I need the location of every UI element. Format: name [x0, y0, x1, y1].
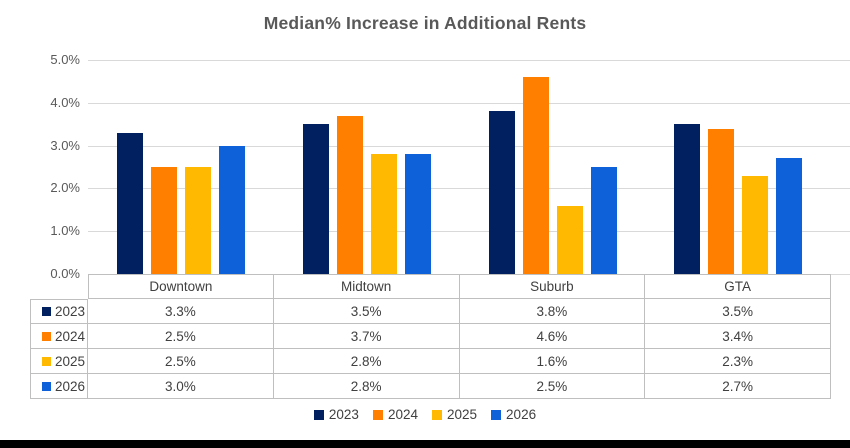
value-cell-2026-midtown: 2.8%	[273, 374, 460, 399]
bar-2026-downtown	[219, 145, 245, 274]
gridline	[88, 60, 850, 61]
value-cell-2026-gta: 2.7%	[645, 374, 831, 399]
gridline	[88, 145, 850, 147]
bar-group-downtown	[117, 132, 245, 274]
value-cell-2025-suburb: 1.6%	[459, 349, 646, 374]
table-row-2026: 2026 3.0% 2.8% 2.5% 2.7%	[30, 374, 831, 399]
bar-group-suburb	[488, 77, 617, 274]
legend-swatch-icon	[313, 409, 324, 420]
bar-2023-suburb	[488, 111, 515, 274]
value-cell-2025-gta: 2.3%	[645, 349, 831, 374]
gridline	[88, 102, 850, 104]
bar-2024-downtown	[151, 167, 177, 274]
value-cell-2026-downtown: 3.0%	[88, 374, 274, 399]
gridline	[88, 188, 850, 190]
legend-key-icon	[42, 307, 51, 316]
row-label-text: 2026	[55, 378, 86, 394]
bar-2026-gta	[776, 158, 802, 274]
legend-label: 2023	[328, 407, 359, 422]
row-label-text: 2025	[55, 353, 86, 369]
category-cell-suburb: Suburb	[459, 274, 646, 299]
legend-item-2026: 2026	[491, 407, 536, 422]
bar-2025-gta	[742, 175, 768, 274]
y-axis-tick-label: 5.0%	[50, 52, 80, 67]
value-cell-2025-midtown: 2.8%	[273, 349, 460, 374]
legend-label: 2025	[447, 407, 478, 422]
legend-key-icon	[42, 331, 51, 341]
bar-group-midtown	[303, 115, 431, 274]
table-header-row: Downtown Midtown Suburb GTA	[30, 274, 831, 299]
value-cell-2023-suburb: 3.8%	[459, 299, 646, 324]
value-cell-2024-suburb: 4.6%	[459, 324, 646, 349]
legend-swatch-icon	[372, 409, 383, 420]
bar-2025-suburb	[556, 205, 583, 274]
row-label-2026: 2026	[30, 374, 88, 399]
legend-key-icon	[42, 381, 51, 391]
value-cell-2023-midtown: 3.5%	[273, 299, 460, 324]
bar-2025-downtown	[185, 167, 211, 274]
row-label-2024: 2024	[30, 324, 88, 349]
row-label-text: 2023	[55, 304, 86, 319]
legend-item-2023: 2023	[313, 407, 359, 422]
legend-label: 2024	[387, 407, 418, 422]
bar-2023-downtown	[117, 132, 143, 274]
legend-label: 2026	[506, 407, 537, 422]
value-cell-2023-downtown: 3.3%	[88, 299, 274, 324]
chart-title: Median% Increase in Additional Rents	[263, 13, 587, 33]
y-axis-tick-label: 4.0%	[50, 94, 80, 110]
legend-item-2024: 2024	[372, 407, 418, 422]
value-cell-2024-midtown: 3.7%	[273, 324, 460, 349]
category-cell-downtown: Downtown	[88, 274, 274, 299]
gridline	[88, 231, 850, 233]
y-axis-tick-label: 2.0%	[50, 180, 80, 196]
bar-2024-gta	[708, 128, 734, 274]
y-axis-tick-label: 0.0%	[50, 266, 80, 281]
bar-2023-gta	[674, 124, 700, 274]
table-row-2023: 2023 3.3% 3.5% 3.8% 3.5%	[30, 299, 831, 324]
value-cell-2023-gta: 3.5%	[645, 299, 831, 324]
value-cell-2026-suburb: 2.5%	[459, 374, 646, 399]
value-cell-2024-downtown: 2.5%	[88, 324, 274, 349]
value-cell-2025-downtown: 2.5%	[88, 349, 274, 374]
legend: 2023 2024 2025 2026	[0, 407, 850, 422]
bar-2025-midtown	[371, 154, 397, 274]
category-cell-gta: GTA	[645, 274, 831, 299]
data-table: Downtown Midtown Suburb GTA 2023 3.3% 3.5% 3.8%…	[30, 274, 831, 399]
bar-group-gta	[674, 124, 802, 274]
row-label-text: 2024	[55, 328, 86, 344]
bar-2024-suburb	[522, 77, 549, 274]
table-row-2025: 2025 2.5% 2.8% 1.6% 2.3%	[30, 349, 831, 374]
bar-2026-suburb	[590, 167, 617, 274]
legend-swatch-icon	[491, 409, 502, 420]
legend-item-2025: 2025	[432, 407, 477, 422]
y-axis-tick-label: 1.0%	[50, 223, 80, 239]
y-axis-tick-label: 3.0%	[50, 137, 80, 153]
bar-2023-midtown	[303, 124, 329, 274]
plot-area	[88, 60, 850, 275]
table-row-2024: 2024 2.5% 3.7% 4.6% 3.4%	[30, 324, 831, 349]
row-label-2023: 2023	[30, 299, 88, 324]
category-cell-midtown: Midtown	[273, 274, 460, 299]
value-cell-2024-gta: 3.4%	[645, 324, 831, 349]
bar-2024-midtown	[337, 115, 363, 274]
footer-bar	[0, 440, 850, 448]
bar-2026-midtown	[405, 154, 431, 274]
legend-key-icon	[42, 356, 51, 366]
legend-swatch-icon	[432, 409, 442, 420]
row-label-2025: 2025	[30, 349, 88, 374]
